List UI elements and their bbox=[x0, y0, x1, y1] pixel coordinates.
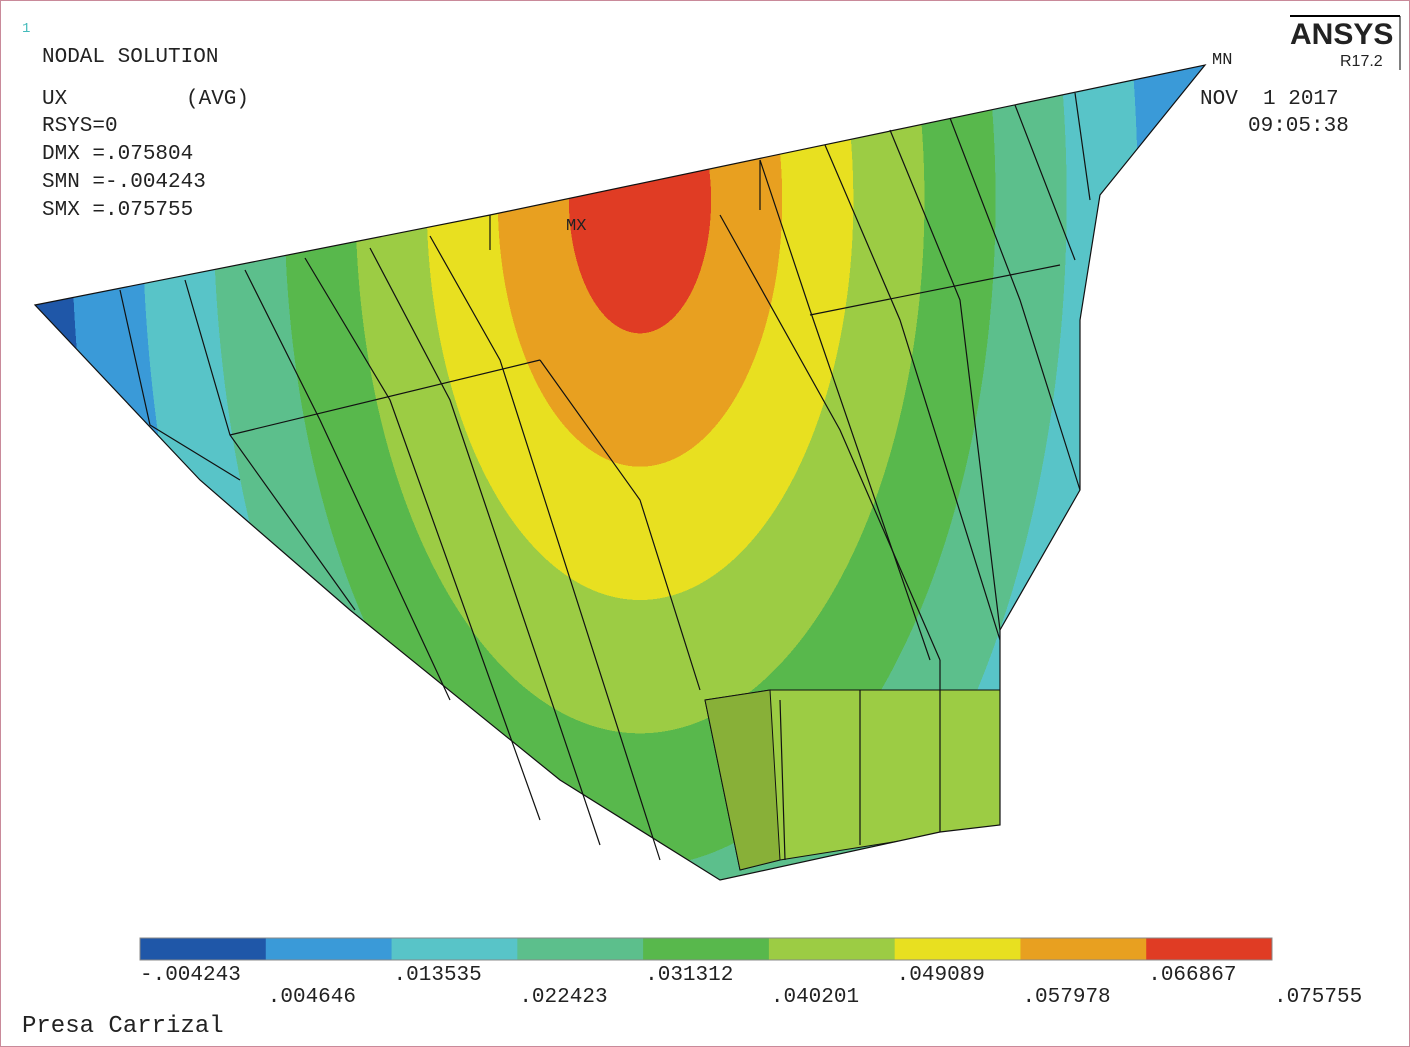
screen: 1 NODAL SOLUTION UX (AVG) RSYS=0 DMX =.07… bbox=[0, 0, 1410, 1047]
info-line: DMX =.075804 bbox=[42, 143, 193, 166]
info-line: SMX =.075755 bbox=[42, 199, 193, 222]
legend-band bbox=[895, 938, 1021, 960]
title: NODAL SOLUTION bbox=[42, 46, 218, 69]
footer: Presa Carrizal bbox=[22, 1013, 224, 1040]
legend-band bbox=[1020, 938, 1146, 960]
legend-label: .075755 bbox=[1274, 986, 1362, 1009]
legend-label: .040201 bbox=[771, 986, 859, 1009]
legend-band bbox=[1146, 938, 1272, 960]
averaging: (AVG) bbox=[186, 88, 249, 111]
version: R17.2 bbox=[1340, 53, 1383, 70]
info-line: RSYS=0 bbox=[42, 115, 118, 138]
legend-band bbox=[769, 938, 895, 960]
legend-band bbox=[517, 938, 643, 960]
max-marker: MX bbox=[566, 217, 586, 236]
legend-label: .049089 bbox=[897, 964, 985, 987]
min-marker: MN bbox=[1212, 51, 1232, 70]
legend-band bbox=[140, 938, 266, 960]
legend-band bbox=[392, 938, 518, 960]
legend-label: .066867 bbox=[1148, 964, 1236, 987]
date: NOV 1 2017 bbox=[1200, 88, 1339, 111]
legend-label: .057978 bbox=[1022, 986, 1110, 1009]
legend-label: .022423 bbox=[519, 986, 607, 1009]
logo: ANSYS bbox=[1290, 18, 1393, 51]
time: 09:05:38 bbox=[1248, 115, 1349, 138]
info-line: SMN =-.004243 bbox=[42, 171, 206, 194]
legend-label: .004646 bbox=[268, 986, 356, 1009]
quantity: UX bbox=[42, 88, 68, 111]
legend-label: .013535 bbox=[394, 964, 482, 987]
legend-band bbox=[266, 938, 392, 960]
legend-band bbox=[643, 938, 769, 960]
legend-label: -.004243 bbox=[140, 964, 241, 987]
legend-label: .031312 bbox=[645, 964, 733, 987]
window-number: 1 bbox=[22, 21, 30, 37]
